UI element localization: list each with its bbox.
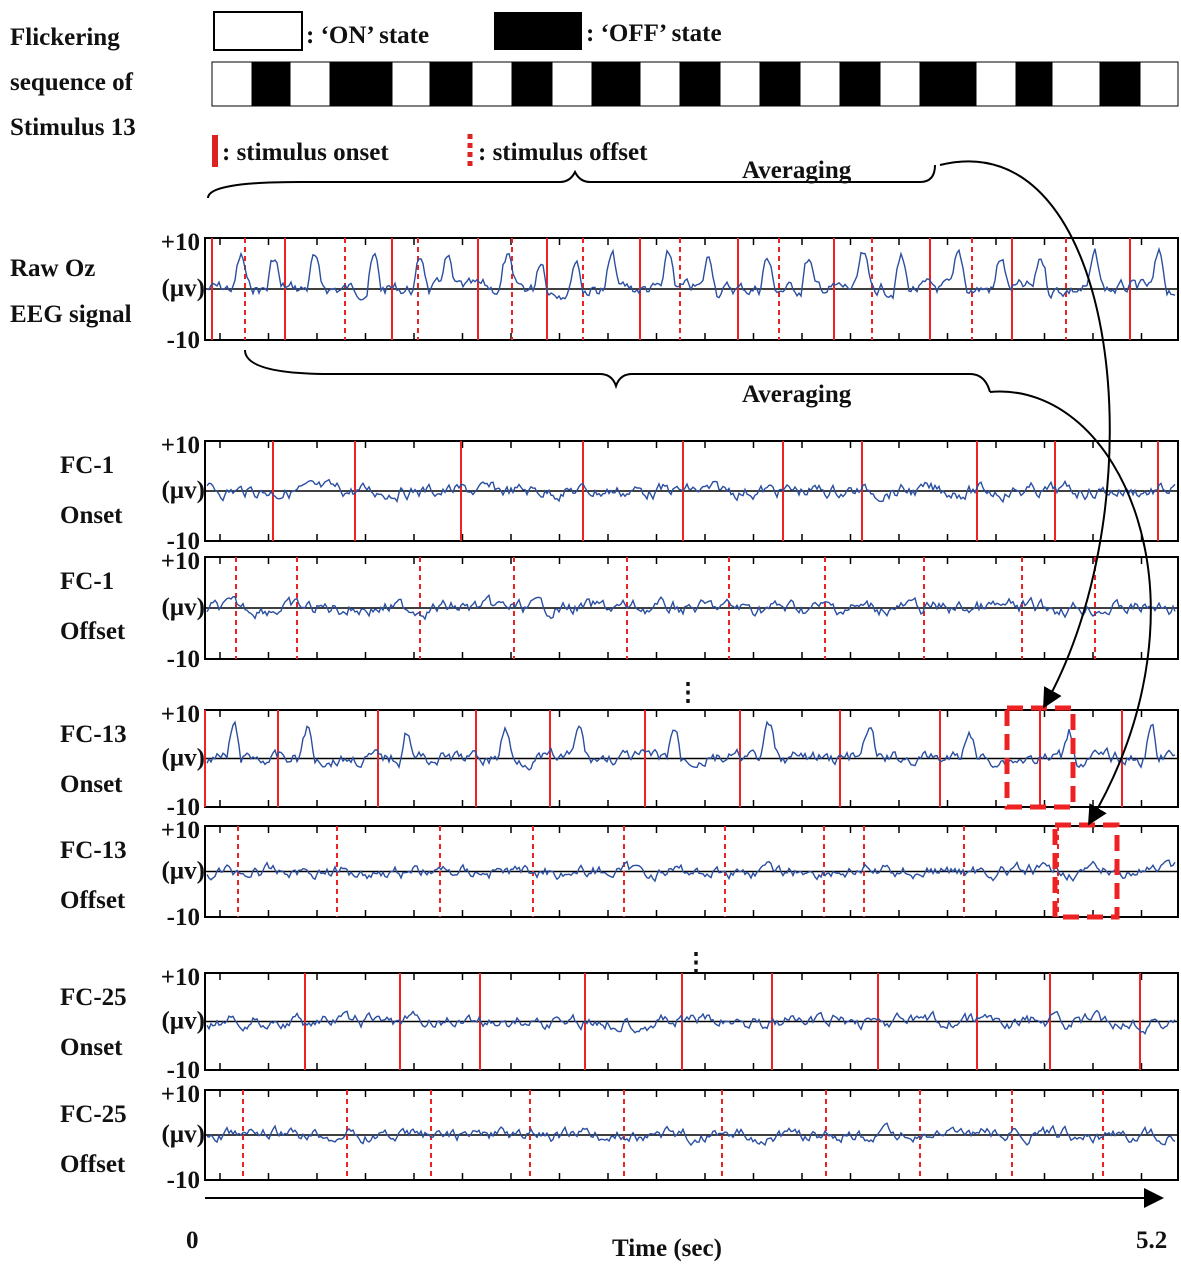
flicker-block [759, 61, 801, 107]
y-top: +10 [161, 1081, 200, 1108]
panel: FC-1 Onset +10 (µv) -10 [60, 432, 1179, 555]
flicker-block [329, 61, 393, 107]
eeg-trace [206, 720, 1176, 771]
arrow [939, 160, 1111, 709]
panel-label: FC-25 [60, 1101, 127, 1128]
arrow [989, 390, 1152, 826]
x-label: Time (sec) [612, 1235, 722, 1262]
panel-label: Offset [60, 1151, 126, 1178]
eeg-trace [206, 1122, 1176, 1147]
eeg-trace [206, 478, 1176, 504]
highlight-box [1052, 822, 1120, 920]
panel-label: FC-13 [60, 721, 127, 748]
panel-label: Offset [60, 887, 126, 914]
panel: FC-13 Offset +10 (µv) -10 [60, 817, 1179, 931]
eeg-trace [206, 1009, 1176, 1036]
panel: Raw Oz EEG signal +10 (µv) -10 [10, 229, 1179, 354]
y-top: +10 [161, 817, 200, 844]
flicker-block [211, 61, 253, 107]
flicker-block [1139, 61, 1179, 107]
y-top: +10 [161, 548, 200, 575]
y-unit: (µv) [161, 594, 205, 621]
y-top: +10 [161, 229, 200, 256]
panel-label: Onset [60, 1034, 123, 1061]
flicker-block [799, 61, 841, 107]
legend-on: : ‘ON’ state [306, 22, 429, 49]
y-unit: (µv) [161, 1008, 205, 1035]
y-unit: (µv) [161, 477, 205, 504]
flicker-block [719, 61, 761, 107]
flicker-block [839, 61, 881, 107]
x-start: 0 [186, 1227, 199, 1254]
flicker-block [639, 61, 681, 107]
title-line: Stimulus 13 [10, 114, 136, 141]
flicker-block [391, 61, 431, 107]
y-bottom: -10 [167, 904, 200, 931]
y-bottom: -10 [167, 794, 200, 821]
title-line: Flickering [10, 24, 120, 51]
ellipsis: ⋮ [676, 679, 701, 706]
legend-offset: : stimulus offset [478, 139, 648, 166]
panel-label: FC-1 [60, 452, 114, 479]
flicker-block [879, 61, 921, 107]
panel: FC-1 Offset +10 (µv) -10 [60, 548, 1179, 673]
y-bottom: -10 [167, 646, 200, 673]
panel: FC-13 Onset +10 (µv) -10 [60, 701, 1179, 821]
panel: FC-25 Onset +10 (µv) -10 [60, 964, 1179, 1084]
panel: FC-25 Offset +10 (µv) -10 [60, 1081, 1179, 1194]
y-top: +10 [161, 701, 200, 728]
y-bottom: -10 [167, 327, 200, 354]
ellipsis: ⋮ [684, 949, 709, 976]
off-swatch [494, 12, 582, 50]
y-bottom: -10 [167, 528, 200, 555]
brace [207, 164, 936, 199]
averaging-label: Averaging [742, 157, 852, 184]
panel-label: FC-25 [60, 984, 127, 1011]
panel-label: Onset [60, 771, 123, 798]
flicker-block [591, 61, 641, 107]
panel-label: FC-1 [60, 568, 114, 595]
averaging-label: Averaging [742, 381, 852, 408]
y-bottom: -10 [167, 1167, 200, 1194]
panel-label: Onset [60, 502, 123, 529]
y-unit: (µv) [161, 858, 205, 885]
panel-label: EEG signal [10, 301, 132, 328]
flicker-block [1051, 61, 1101, 107]
x-end: 5.2 [1136, 1227, 1167, 1254]
flicker-block [429, 61, 473, 107]
flicker-block [251, 61, 291, 107]
legend-off: : ‘OFF’ state [586, 20, 722, 47]
flicker-block [511, 61, 553, 107]
y-top: +10 [161, 964, 200, 991]
flicker-block [471, 61, 513, 107]
eeg-trace [206, 246, 1176, 301]
flicker-block [289, 61, 331, 107]
panel-label: Raw Oz [10, 255, 95, 282]
highlight-box [1004, 705, 1076, 810]
panel-label: Offset [60, 618, 126, 645]
title-line: sequence of [10, 69, 134, 96]
flicker-block [1015, 61, 1053, 107]
eeg-trace [206, 859, 1176, 883]
y-top: +10 [161, 432, 200, 459]
flicker-bar [211, 61, 1179, 107]
flicker-block [679, 61, 721, 107]
y-unit: (µv) [161, 275, 205, 302]
legend-onset: : stimulus onset [222, 139, 389, 166]
flicker-block [975, 61, 1017, 107]
brace [244, 349, 991, 393]
eeg-trace [206, 593, 1176, 621]
panel-label: FC-13 [60, 837, 127, 864]
flicker-block [1099, 61, 1141, 107]
onset-swatch [212, 135, 218, 167]
y-bottom: -10 [167, 1057, 200, 1084]
y-unit: (µv) [161, 1121, 205, 1148]
y-unit: (µv) [161, 745, 205, 772]
on-swatch [213, 11, 303, 51]
flicker-block [919, 61, 977, 107]
flicker-block [551, 61, 593, 107]
